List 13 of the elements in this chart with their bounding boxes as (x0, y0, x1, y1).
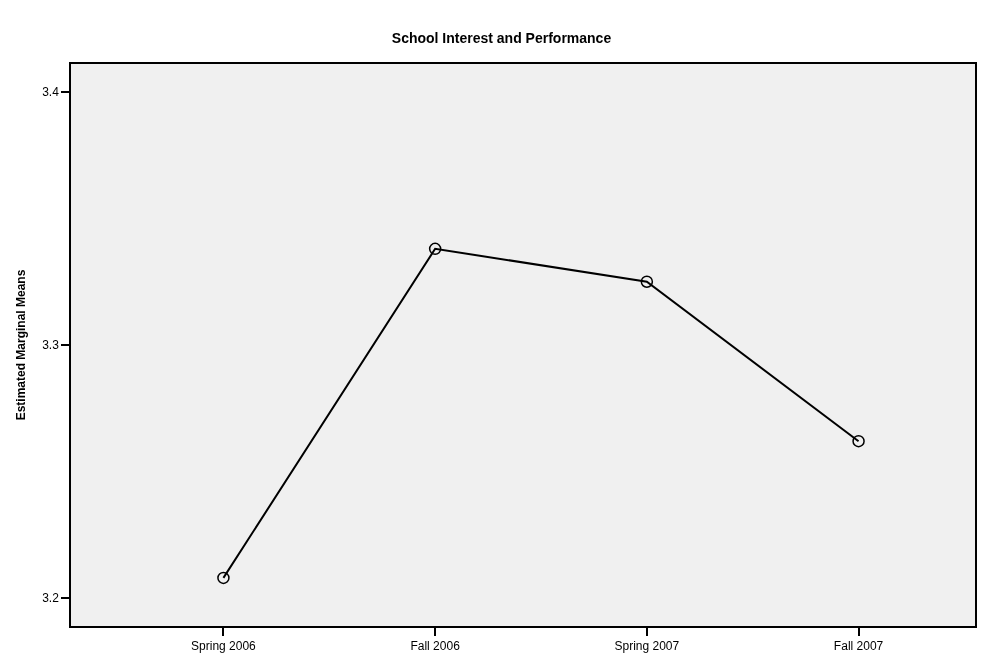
point (852, 434, 865, 448)
y-tick-label: 3.2 (42, 591, 60, 606)
point (428, 242, 442, 256)
x-tick-label: Spring 2006 (191, 639, 257, 654)
point (640, 275, 654, 288)
x-tick-label: Spring 2007 (614, 639, 680, 654)
y-tick-label: 3.4 (42, 85, 60, 100)
y-axis-title: Estimated Marginal Means (13, 269, 28, 421)
point (217, 571, 230, 585)
chart-title: School Interest and Performance (391, 29, 612, 46)
x-tick-label: Fall 2006 (410, 639, 461, 654)
x-tick-label: Fall 2007 (833, 639, 884, 654)
y-tick-label: 3.3 (42, 338, 60, 353)
